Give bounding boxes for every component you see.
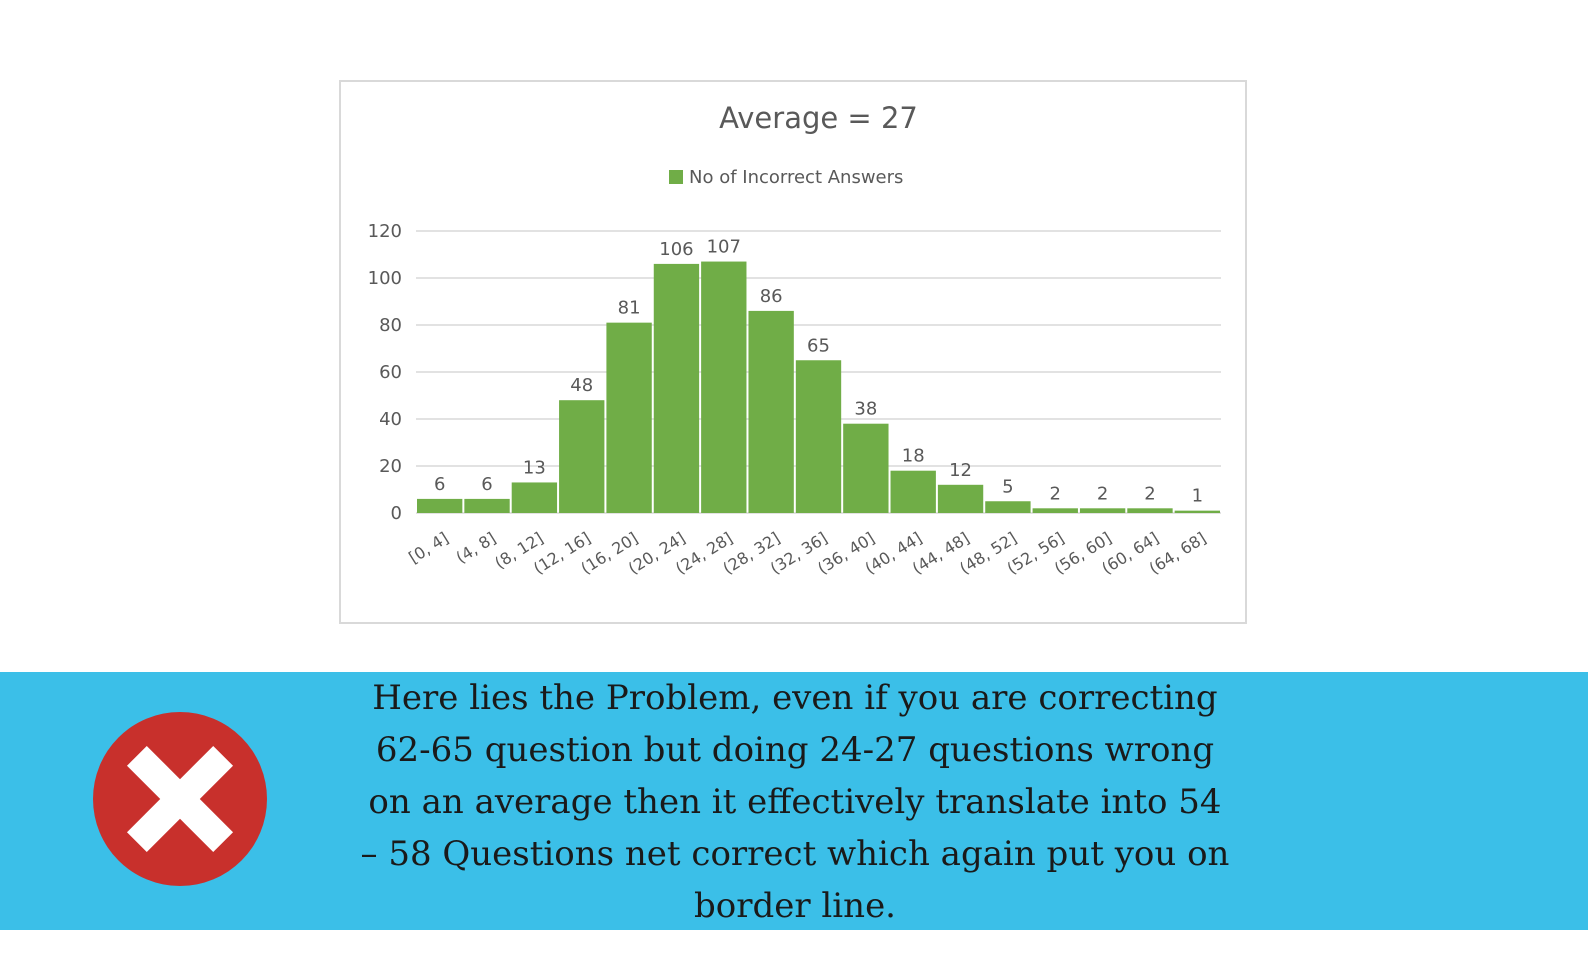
chart-frame: Average = 27 No of Incorrect Answers 0 20 40… [339,80,1247,624]
bar [795,360,842,513]
legend-swatch [669,170,683,184]
data-label: 86 [760,286,783,307]
chart-title: Average = 27 [719,101,918,135]
bar [701,261,747,513]
data-label: 65 [807,335,830,356]
y-tick-label: 60 [379,362,402,383]
banner-line: 62-65 question but doing 24-27 questions… [375,730,1215,770]
data-label: 12 [949,460,972,481]
bar [843,423,889,513]
banner-line: border line. [693,886,896,926]
bar [1032,508,1078,513]
data-label: 38 [854,399,877,420]
bar [559,400,605,513]
y-tick-label: 20 [379,456,402,477]
banner-line: – 58 Questions net correct which again p… [360,834,1230,874]
data-label: 6 [481,474,492,495]
banner-message: Here lies the Problem, even if you are c… [330,672,1260,930]
bar [511,482,558,513]
data-label: 2 [1097,483,1108,504]
bar [1174,510,1220,513]
y-tick-label: 40 [379,409,402,430]
data-label: 106 [659,239,693,260]
data-label: 81 [618,298,641,319]
bar [1079,508,1126,513]
bar [985,501,1031,513]
data-label: 18 [902,446,925,467]
bar [464,498,510,513]
close-icon [93,712,267,886]
data-label: 2 [1144,483,1155,504]
bar [417,498,463,513]
data-label: 48 [570,375,593,396]
bar [606,322,652,513]
y-tick-label: 80 [379,315,402,336]
bar [653,263,700,513]
data-label: 13 [523,457,546,478]
histogram-chart: Average = 27 No of Incorrect Answers 0 20 40… [368,101,1221,578]
message-banner: Here lies the Problem, even if you are c… [0,672,1588,930]
data-label: 5 [1002,476,1013,497]
x-tick-label: (4, 8] [453,528,500,567]
data-label: 2 [1050,483,1061,504]
y-tick-label: 100 [368,268,402,289]
data-label: 107 [707,237,741,258]
bar [937,484,984,513]
y-tick-label: 0 [391,503,402,524]
bar [1127,508,1173,513]
legend-label: No of Incorrect Answers [689,167,903,188]
y-tick-label: 120 [368,221,402,242]
bar [890,470,936,513]
data-label: 1 [1192,486,1203,507]
bar [748,310,794,513]
data-label: 6 [434,474,445,495]
banner-line: on an average then it effectively transl… [368,782,1222,822]
banner-line: Here lies the Problem, even if you are c… [372,678,1218,718]
x-tick-label: [0, 4] [405,528,452,567]
